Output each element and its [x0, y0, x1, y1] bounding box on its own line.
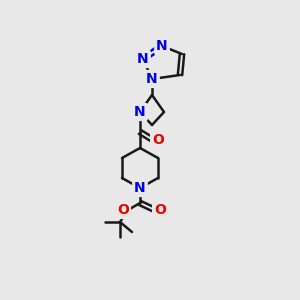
Text: O: O [117, 203, 129, 217]
Text: N: N [134, 105, 146, 119]
Text: O: O [152, 133, 164, 147]
Text: N: N [156, 39, 168, 53]
Text: N: N [134, 181, 146, 195]
Text: N: N [146, 72, 158, 86]
Text: O: O [154, 203, 166, 217]
Text: N: N [137, 52, 149, 66]
